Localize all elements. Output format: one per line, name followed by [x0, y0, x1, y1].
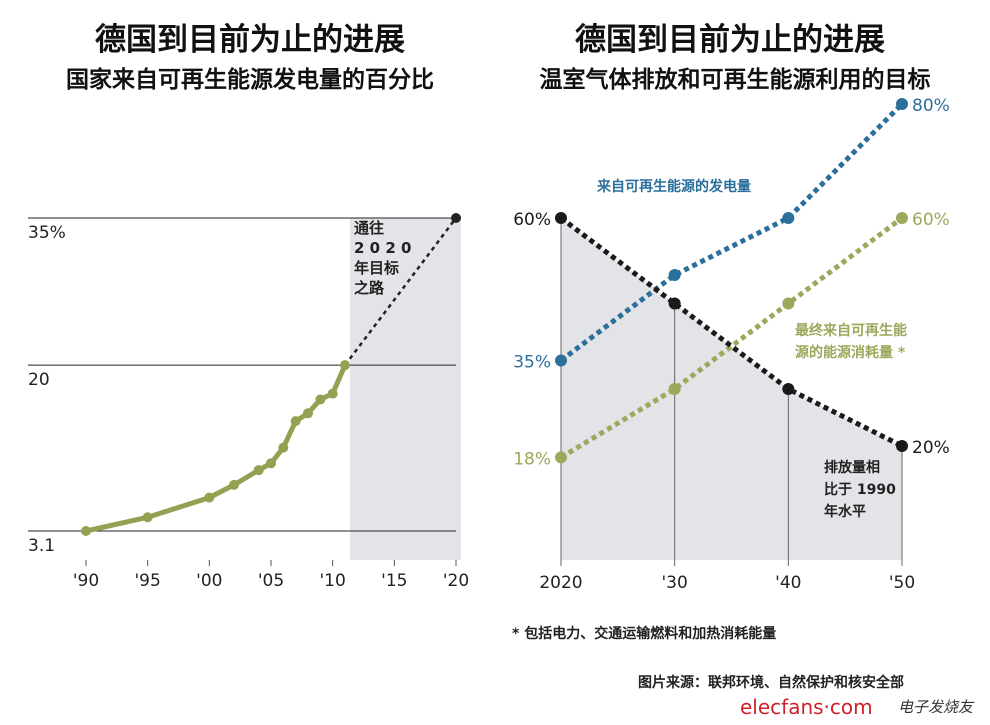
series-label: 来自可再生能源的发电量 [596, 178, 751, 195]
annotation-text: 之路 [354, 279, 385, 297]
renewable-electricity-end-label: 80% [912, 96, 950, 116]
watermark-text: 电子发烧友 [898, 698, 974, 716]
final-energy-start-label: 18% [513, 449, 551, 469]
final-energy-end-label: 60% [912, 210, 950, 230]
x-tick-label: '10 [320, 571, 346, 591]
data-point [229, 479, 239, 490]
final-energy-point [896, 212, 908, 224]
data-point [204, 492, 215, 503]
data-point [142, 512, 153, 523]
final-energy-point [668, 383, 681, 395]
right-chart-subtitle: 温室气体排放和可再生能源利用的目标 [539, 66, 931, 93]
renewable-share-line [85, 364, 348, 534]
emissions-point [555, 212, 567, 224]
renewable-electricity-start-label: 35% [513, 353, 551, 373]
x-tick-label: 2020 [539, 573, 582, 593]
data-point [340, 360, 350, 371]
annotation-text: 年目标 [354, 259, 399, 277]
right-chart-title: 德国到目前为止的进展 [575, 22, 885, 58]
emissions-point [782, 383, 795, 395]
data-point [315, 394, 326, 405]
renewable-electricity-point [896, 98, 908, 110]
renewable-electricity-point [555, 354, 567, 367]
y-tick-label: 35% [28, 223, 66, 243]
emissions-shade [561, 218, 902, 560]
emissions-point [896, 440, 908, 452]
data-point [266, 458, 276, 469]
y-tick-label: 3.1 [28, 536, 55, 556]
footnote: * 包括电力、交通运输燃料和加热消耗能量 [512, 626, 777, 642]
data-point [290, 416, 301, 427]
left-chart-subtitle: 国家来自可再生能源发电量的百分比 [66, 66, 434, 93]
final-energy-point [555, 451, 567, 464]
series-label: 比于 1990 [824, 481, 896, 498]
data-point [81, 526, 91, 536]
watermark-logo: elecfans·com [740, 695, 873, 719]
emissions-end-label: 20% [912, 438, 950, 458]
x-tick-label: '00 [196, 571, 222, 591]
source-credit: 图片来源：联邦环境、自然保护和核安全部 [638, 675, 904, 691]
data-point [303, 408, 313, 419]
data-point [278, 442, 289, 453]
x-tick-label: '05 [258, 571, 284, 591]
x-tick-label: '50 [889, 573, 915, 593]
annotation-text: 通往 [354, 219, 384, 237]
y-tick-label: 20 [28, 370, 50, 390]
series-label: 源的能源消耗量 * [795, 344, 906, 361]
emissions-point [668, 297, 681, 310]
target-point [451, 213, 461, 223]
target-period-shade [350, 218, 461, 560]
projection-line [344, 217, 457, 366]
data-point [253, 465, 264, 476]
final-energy-point [782, 297, 795, 310]
x-tick-label: '95 [135, 571, 161, 591]
x-tick-label: '40 [775, 573, 801, 593]
x-tick-label: '30 [662, 573, 688, 593]
x-tick-label: '90 [73, 571, 99, 591]
series-label: 最终来自可再生能 [795, 322, 907, 339]
renewable-electricity-point [668, 269, 681, 281]
x-tick-label: '15 [381, 571, 407, 591]
emissions-start-label: 60% [513, 210, 551, 230]
renewable-electricity-point [782, 212, 795, 224]
final-energy-line [559, 216, 904, 460]
left-chart-title: 德国到目前为止的进展 [95, 22, 405, 58]
series-label: 排放量相 [824, 459, 880, 476]
annotation-text: 2 0 2 0 [354, 239, 411, 257]
series-label: 年水平 [824, 503, 866, 520]
x-tick-label: '20 [443, 571, 469, 591]
data-point [327, 388, 338, 399]
